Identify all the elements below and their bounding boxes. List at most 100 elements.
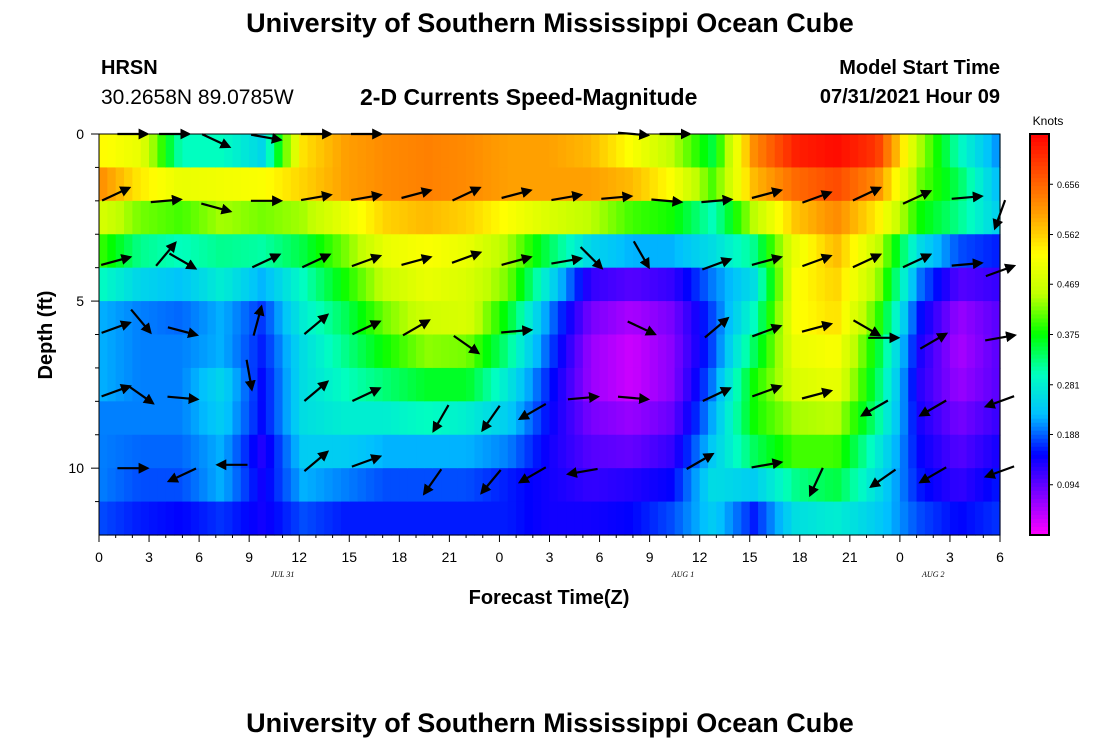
heat-cell: [616, 401, 626, 436]
heat-cell: [649, 301, 659, 336]
heat-cell: [891, 134, 901, 169]
heat-cell: [115, 200, 125, 235]
heat-cell: [991, 134, 1001, 169]
heat-cell: [449, 367, 459, 402]
heat-cell: [741, 468, 751, 503]
heat-cell: [716, 267, 726, 302]
heat-cell: [499, 234, 509, 269]
heat-cell: [849, 267, 859, 302]
heat-cell: [599, 301, 609, 336]
heat-cell: [390, 401, 400, 436]
heat-cell: [132, 234, 142, 269]
heat-cell: [174, 367, 184, 402]
heat-cell: [516, 301, 526, 336]
heat-cell: [899, 301, 909, 336]
heat-cell: [290, 200, 300, 235]
heat-cell: [324, 134, 334, 169]
heat-cell: [132, 401, 142, 436]
heat-cell: [674, 334, 684, 369]
colorbar-strip: [1030, 454, 1049, 460]
heat-cell: [724, 334, 734, 369]
colorbar-strip: [1030, 158, 1049, 163]
heat-cell: [674, 234, 684, 269]
heat-cell: [841, 367, 851, 402]
heat-cell: [499, 167, 509, 202]
heat-cell: [407, 234, 417, 269]
current-arrow: [168, 252, 198, 270]
heat-cell: [474, 200, 484, 235]
heat-cell: [607, 401, 617, 436]
heat-cell: [349, 468, 359, 503]
heat-cell: [466, 401, 476, 436]
heat-cell: [232, 134, 242, 169]
colorbar-strip: [1030, 326, 1049, 332]
heat-cell: [666, 434, 676, 469]
colorbar-strip: [1030, 482, 1049, 488]
heat-cell: [758, 200, 767, 235]
heat-cell: [983, 367, 993, 402]
heat-cell: [524, 367, 534, 402]
heat-cell: [482, 334, 492, 369]
colorbar-strip: [1030, 470, 1049, 476]
heat-cell: [474, 367, 484, 402]
heat-cell: [557, 334, 567, 369]
heat-cell: [457, 200, 467, 235]
heat-cell: [708, 334, 717, 369]
heat-cell: [858, 200, 868, 235]
heat-cell: [632, 167, 642, 202]
colorbar-strip: [1030, 506, 1049, 512]
heat-cell: [649, 401, 659, 436]
colorbar-strip: [1030, 458, 1049, 464]
heat-cell: [699, 267, 709, 302]
heat-cell: [958, 401, 968, 436]
heat-cell: [240, 167, 250, 202]
heat-cell: [157, 167, 167, 202]
heat-cell: [132, 367, 142, 402]
heat-cell: [582, 200, 592, 235]
heat-cell: [240, 267, 250, 302]
model-start-value: 07/31/2021 Hour 09: [819, 86, 1000, 108]
heat-cell: [582, 434, 592, 469]
heat-cell: [824, 434, 834, 469]
colorbar-strip: [1030, 298, 1049, 304]
heat-cell: [708, 167, 717, 202]
heat-cell: [449, 434, 459, 469]
heat-cell: [407, 267, 417, 302]
current-arrow: [244, 359, 256, 392]
heat-cell: [808, 434, 818, 469]
heat-cell: [699, 167, 709, 202]
current-arrow: [452, 186, 482, 202]
heat-cell: [315, 334, 325, 369]
current-arrow: [351, 320, 382, 336]
heat-cell: [107, 234, 117, 269]
heat-cell: [983, 167, 993, 202]
current-arrow: [902, 253, 933, 269]
heat-cell: [699, 434, 709, 469]
colorbar-strip: [1030, 414, 1049, 420]
heat-cell: [349, 234, 359, 269]
heat-cell: [808, 167, 818, 202]
heat-cell: [966, 267, 976, 302]
heat-cell: [507, 434, 517, 469]
heat-cell: [190, 501, 200, 536]
heat-cell: [149, 468, 158, 503]
heat-cell: [607, 301, 617, 336]
heat-cell: [541, 234, 551, 269]
colorbar-strip: [1030, 142, 1049, 147]
colorbar-strip: [1030, 258, 1049, 263]
colorbar-strip: [1030, 306, 1049, 312]
heat-cell: [207, 468, 217, 503]
heat-cell: [649, 200, 659, 235]
heat-cell: [365, 367, 375, 402]
heat-cell: [866, 167, 876, 202]
heat-cell: [507, 301, 517, 336]
heat-cell: [265, 501, 275, 536]
heat-cell: [557, 134, 567, 169]
heat-cell: [240, 200, 250, 235]
heat-cell: [582, 234, 592, 269]
current-arrow: [701, 194, 734, 206]
heat-cell: [357, 200, 367, 235]
heat-cell: [774, 301, 784, 336]
heat-cell: [441, 334, 450, 369]
heat-cell: [457, 334, 467, 369]
